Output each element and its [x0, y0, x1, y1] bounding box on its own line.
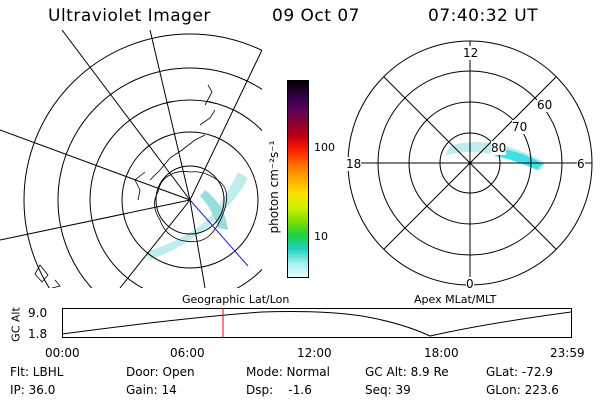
date-label: 09 Oct 07	[272, 6, 360, 26]
aurora-oval	[145, 172, 248, 260]
status-gain: Gain: 14	[126, 383, 177, 397]
colorbar-unit-label: photon cm⁻²s⁻¹	[267, 140, 281, 234]
colorbar-gradient	[288, 81, 308, 277]
altitude-xtick-4: 23:59	[550, 346, 585, 360]
mlat-label-60: 60	[537, 98, 553, 112]
status-door: Door: Open	[126, 365, 195, 379]
mlt-label-18: 18	[346, 157, 362, 171]
altitude-plot	[62, 308, 572, 338]
status-mode: Mode: Normal	[246, 365, 330, 379]
apex-polar-plot	[347, 40, 593, 286]
status-dsp: Dsp: -1.6	[246, 383, 312, 397]
geographic-map	[0, 30, 262, 288]
status-flt: Flt: LBHL	[10, 365, 64, 379]
colorbar-tick-10: 10	[314, 230, 328, 243]
mlat-label-80: 80	[491, 141, 507, 155]
altitude-ylabel: GC Alt	[9, 307, 23, 342]
altitude-curve	[62, 311, 572, 337]
altitude-ytick-high: 9.0	[28, 306, 48, 320]
colorbar-tick-100: 100	[314, 141, 335, 154]
mlat-label-70: 70	[512, 120, 528, 134]
geo-panel-caption: Geographic Lat/Lon	[182, 293, 290, 306]
altitude-ytick-low: 1.8	[28, 327, 48, 341]
apex-panel-caption: Apex MLat/MLT	[414, 293, 497, 306]
status-glat: GLat: -72.9	[486, 365, 553, 379]
time-label: 07:40:32 UT	[428, 6, 539, 26]
status-gc-alt: GC Alt: 8.9 Re	[365, 365, 449, 379]
colorbar	[287, 80, 309, 278]
altitude-xtick-3: 18:00	[424, 346, 459, 360]
altitude-xtick-0: 00:00	[45, 346, 80, 360]
altitude-xtick-1: 06:00	[170, 346, 205, 360]
mlt-label-0: 0	[466, 277, 474, 291]
status-ip: IP: 36.0	[10, 383, 56, 397]
status-seq: Seq: 39	[365, 383, 411, 397]
altitude-xtick-2: 12:00	[297, 346, 332, 360]
instrument-title: Ultraviolet Imager	[48, 6, 211, 26]
mlt-label-12: 12	[463, 46, 479, 60]
coastline	[154, 171, 228, 243]
mlt-label-6: 6	[577, 157, 585, 171]
status-glon: GLon: 223.6	[486, 383, 559, 397]
